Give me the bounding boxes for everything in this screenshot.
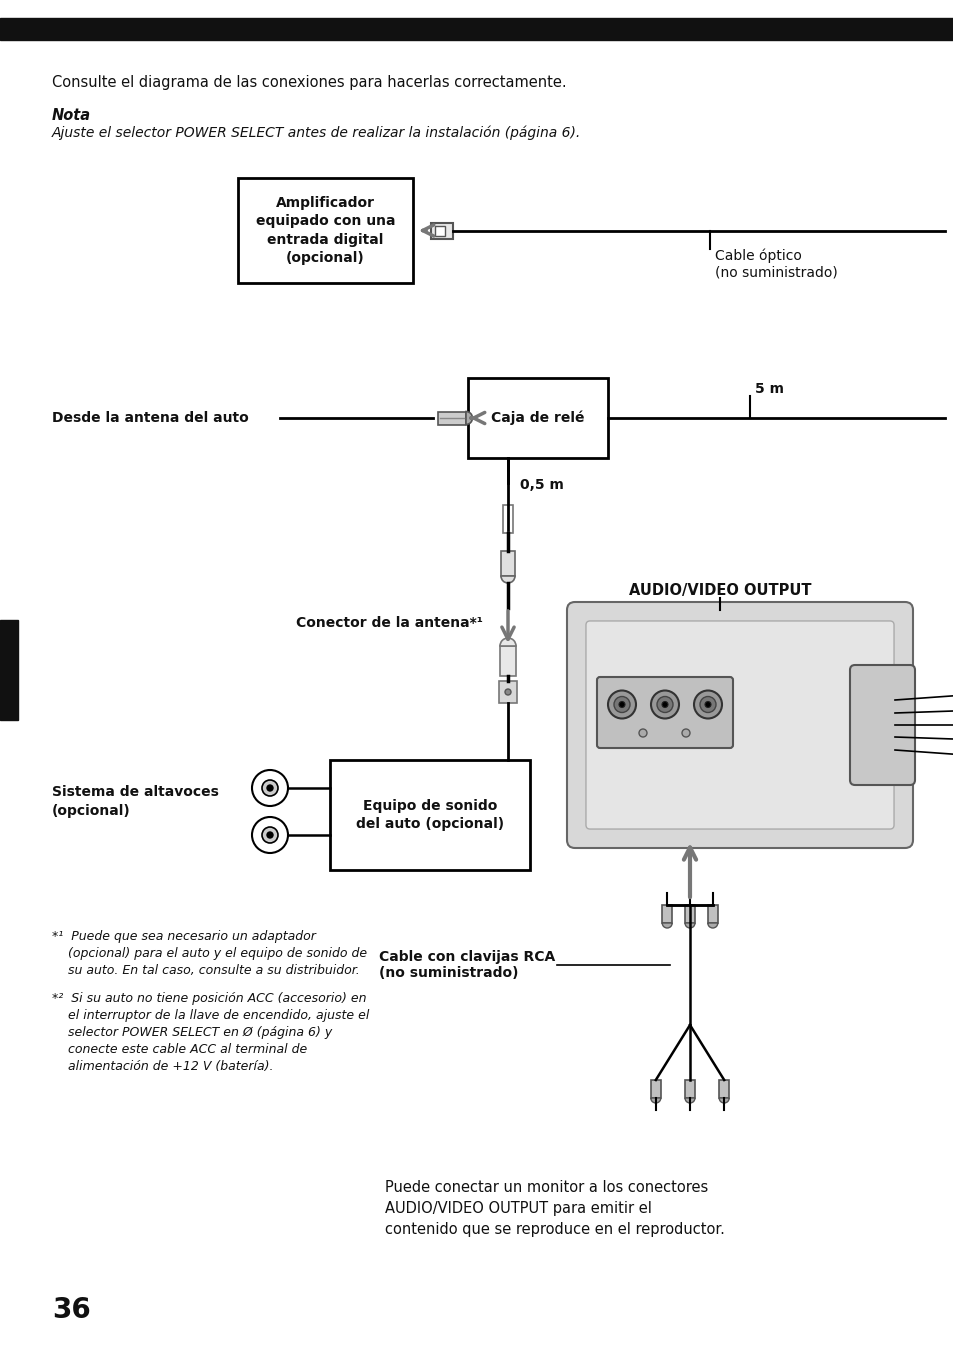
Text: *²  Si su auto no tiene posición ACC (accesorio) en
    el interruptor de la lla: *² Si su auto no tiene posición ACC (acc…	[52, 992, 369, 1073]
Wedge shape	[684, 923, 695, 927]
Circle shape	[661, 702, 667, 707]
Text: Desde la antena del auto: Desde la antena del auto	[52, 411, 249, 425]
Text: 0,5 m: 0,5 m	[519, 479, 563, 492]
Text: 5 m: 5 m	[754, 383, 783, 396]
Wedge shape	[684, 1098, 695, 1103]
Wedge shape	[500, 576, 515, 583]
Circle shape	[607, 691, 636, 718]
Bar	[468, 379, 607, 458]
FancyBboxPatch shape	[566, 602, 912, 848]
Bar	[431, 223, 453, 238]
FancyBboxPatch shape	[597, 677, 732, 748]
Text: Sistema de altavoces
(opcional): Sistema de altavoces (opcional)	[52, 786, 218, 818]
Wedge shape	[719, 1098, 728, 1103]
Wedge shape	[707, 923, 717, 927]
Bar	[0, 18, 953, 41]
FancyBboxPatch shape	[585, 621, 893, 829]
Text: AUDIO/VIDEO OUTPUT: AUDIO/VIDEO OUTPUT	[628, 583, 810, 598]
Text: Consulte el diagrama de las conexiones para hacerlas correctamente.: Consulte el diagrama de las conexiones p…	[52, 74, 566, 91]
Bar	[650, 1080, 660, 1098]
Circle shape	[700, 696, 716, 713]
Bar	[0, 621, 18, 721]
Text: Caja de relé: Caja de relé	[491, 411, 584, 426]
Circle shape	[681, 729, 689, 737]
Circle shape	[639, 729, 646, 737]
Text: Ajuste el selector POWER SELECT antes de realizar la instalación (página 6).: Ajuste el selector POWER SELECT antes de…	[52, 126, 580, 141]
Text: Puede conectar un monitor a los conectores
AUDIO/VIDEO OUTPUT para emitir el
con: Puede conectar un monitor a los conector…	[385, 1180, 724, 1237]
Text: Amplificador
equipado con una
entrada digital
(opcional): Amplificador equipado con una entrada di…	[255, 196, 395, 265]
Text: 36: 36	[52, 1297, 91, 1324]
Bar	[707, 904, 717, 923]
Bar	[435, 226, 444, 235]
Bar	[499, 646, 516, 676]
Circle shape	[618, 702, 624, 707]
Bar	[684, 904, 695, 923]
Bar	[502, 506, 513, 533]
Circle shape	[614, 696, 629, 713]
Text: Nota: Nota	[52, 108, 91, 123]
Bar	[684, 1080, 695, 1098]
Bar	[661, 904, 672, 923]
Circle shape	[252, 817, 288, 853]
Circle shape	[693, 691, 721, 718]
Bar	[498, 681, 517, 703]
Circle shape	[262, 780, 277, 796]
Wedge shape	[661, 923, 672, 927]
Text: Conector de la antena*¹: Conector de la antena*¹	[295, 617, 482, 630]
Text: *¹  Puede que sea necesario un adaptador
    (opcional) para el auto y el equipo: *¹ Puede que sea necesario un adaptador …	[52, 930, 367, 977]
Circle shape	[504, 690, 511, 695]
Bar	[330, 760, 530, 869]
Circle shape	[267, 831, 273, 838]
Circle shape	[267, 786, 273, 791]
Wedge shape	[465, 411, 472, 425]
Bar	[500, 552, 515, 576]
Text: Cable óptico
(no suministrado): Cable óptico (no suministrado)	[714, 249, 837, 280]
Circle shape	[262, 827, 277, 844]
Wedge shape	[650, 1098, 660, 1103]
Bar	[437, 411, 465, 425]
FancyBboxPatch shape	[849, 665, 914, 786]
Circle shape	[704, 702, 710, 707]
Bar	[237, 178, 413, 283]
Circle shape	[252, 771, 288, 806]
Circle shape	[650, 691, 679, 718]
Text: Cable con clavijas RCA
(no suministrado): Cable con clavijas RCA (no suministrado)	[378, 950, 555, 980]
Circle shape	[657, 696, 672, 713]
Bar	[719, 1080, 728, 1098]
Text: Equipo de sonido
del auto (opcional): Equipo de sonido del auto (opcional)	[355, 799, 503, 831]
Wedge shape	[499, 638, 516, 646]
